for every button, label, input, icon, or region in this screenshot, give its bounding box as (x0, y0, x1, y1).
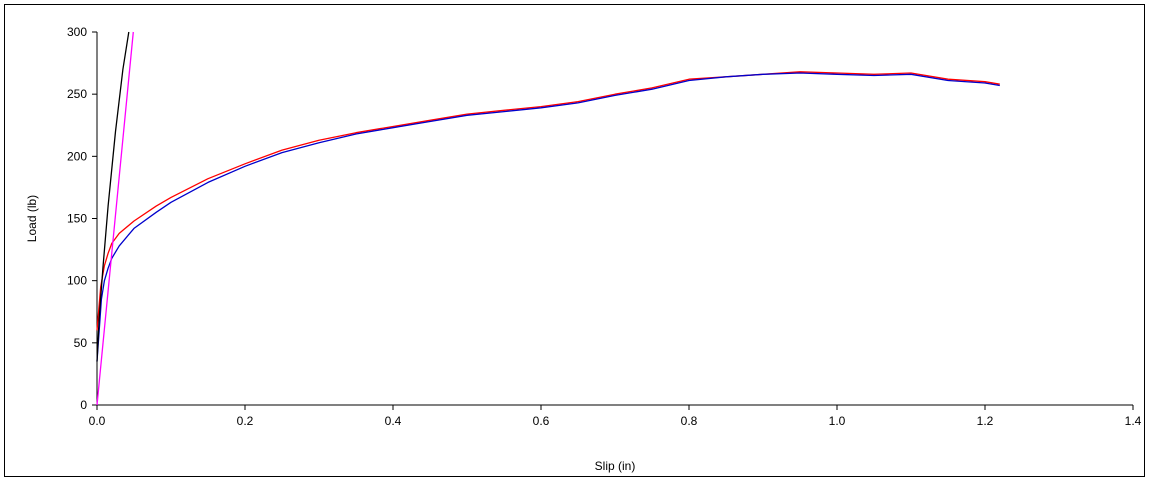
x-tick-label: 0.2 (237, 414, 254, 428)
x-tick-label: 0.8 (681, 414, 698, 428)
y-axis-label: Load (lb) (25, 195, 39, 242)
series-line-2 (96, 72, 1000, 362)
y-tick-label: 250 (67, 87, 87, 101)
y-tick-label: 200 (67, 149, 87, 163)
x-tick-label: 1.2 (977, 414, 994, 428)
y-tick-label: 50 (74, 336, 88, 350)
x-tick-label: 0.6 (533, 414, 550, 428)
series-line-1 (96, 71, 1000, 331)
series-line-4 (96, 31, 134, 406)
chart-frame (4, 4, 1145, 477)
y-tick-label: 0 (80, 398, 87, 412)
y-tick-label: 100 (67, 274, 87, 288)
x-tick-label: 1.0 (829, 414, 846, 428)
series-layer (96, 31, 1000, 406)
x-axis-label: Slip (in) (595, 459, 636, 473)
x-tick-label: 1.4 (1125, 414, 1142, 428)
x-tick-label: 0.0 (89, 414, 106, 428)
y-tick-label: 300 (67, 25, 87, 39)
series-line-3 (96, 31, 130, 362)
y-tick-label: 150 (67, 212, 87, 226)
x-tick-label: 0.4 (385, 414, 402, 428)
axes: 0.0 0.2 0.4 0.6 0.8 1.0 1.2 1.4 0 50 100 150 200 250 3… (67, 25, 1142, 428)
